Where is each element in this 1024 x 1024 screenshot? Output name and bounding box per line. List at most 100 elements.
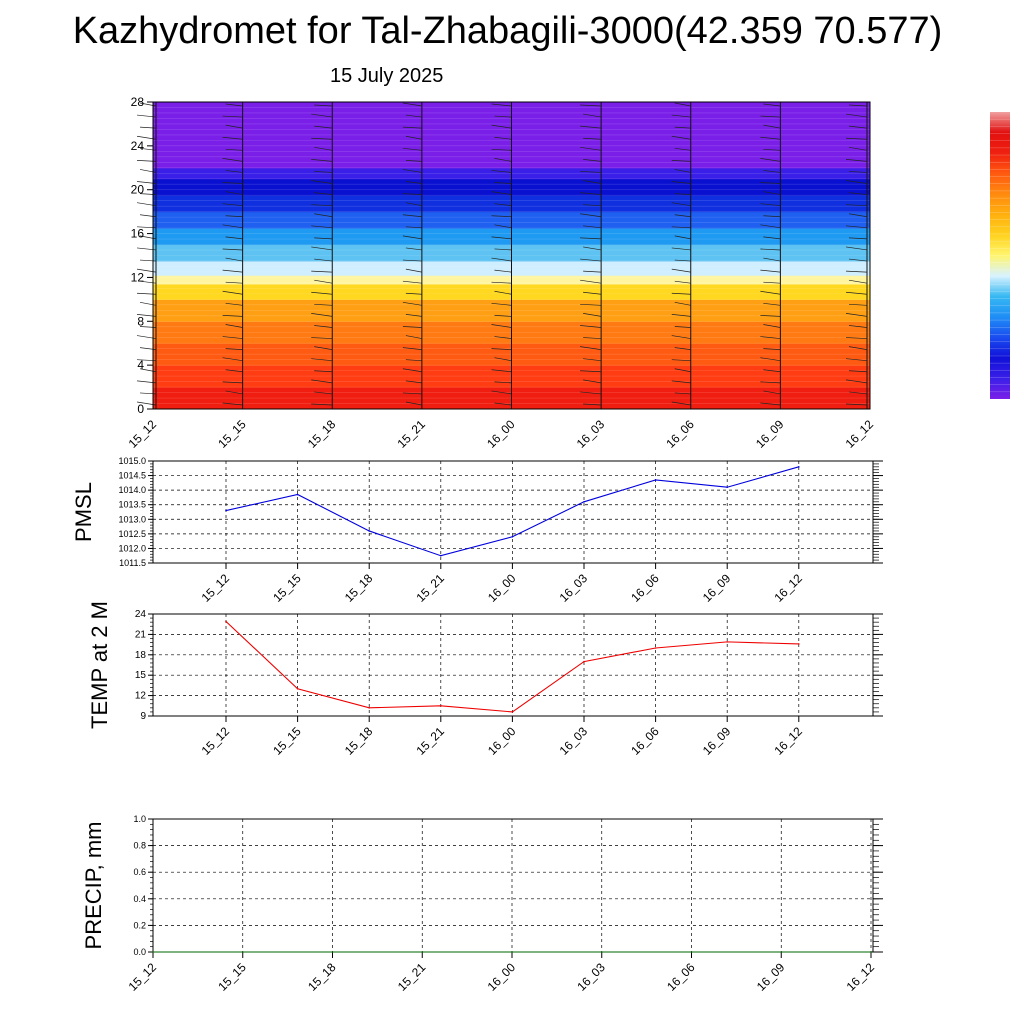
y-tick-label: 15 xyxy=(135,670,147,681)
wind-barb xyxy=(402,347,422,350)
wind-barb xyxy=(763,302,781,306)
temp-axis-label: TEMP at 2 M xyxy=(87,601,112,729)
wind-barb xyxy=(671,114,691,118)
x-tick-label: 16_09 xyxy=(700,724,734,758)
wind-barb xyxy=(494,115,512,118)
wind-barb xyxy=(225,191,243,195)
wind-barb xyxy=(763,191,781,195)
wind-barb xyxy=(225,236,243,240)
y-tick-label: 21 xyxy=(135,629,147,640)
wind-barb xyxy=(314,258,333,262)
x-tick-label: 15_12 xyxy=(199,571,233,605)
y-tick-label: 0.8 xyxy=(133,841,146,851)
wind-barb xyxy=(225,390,243,395)
wind-barb xyxy=(671,359,691,362)
x-tick-label: 16_12 xyxy=(771,724,805,758)
y-tick-label: 0 xyxy=(137,402,144,416)
x-tick-label: 15_18 xyxy=(305,417,339,451)
wind-barb xyxy=(671,202,691,207)
pmsl-data-point xyxy=(654,479,657,481)
wind-barb xyxy=(848,146,868,151)
wind-barb xyxy=(674,193,691,195)
y-tick-label: 1014.0 xyxy=(118,485,146,495)
wind-barb xyxy=(494,402,512,406)
y-tick-label: 4 xyxy=(137,358,144,372)
wind-barb xyxy=(225,281,243,284)
wind-barb xyxy=(671,335,691,339)
y-tick-label: 0.4 xyxy=(133,894,146,904)
y-tick-label: 0.2 xyxy=(133,920,146,930)
wind-barb xyxy=(760,315,781,317)
wind-barb xyxy=(671,247,691,251)
wind-barb xyxy=(674,326,691,328)
y-tick-label: 1015.0 xyxy=(118,456,146,466)
wind-barb xyxy=(580,325,602,328)
wind-barb xyxy=(760,269,781,273)
wind-barb xyxy=(494,290,512,295)
wind-barb xyxy=(671,160,691,162)
wind-barb xyxy=(222,269,243,273)
wind-barb xyxy=(494,203,512,207)
pmsl-axis-label: PMSL xyxy=(71,482,96,542)
wind-barb xyxy=(845,225,868,229)
wind-barb xyxy=(311,270,333,273)
wind-barb xyxy=(671,380,691,384)
wind-barb xyxy=(405,380,422,384)
temp-data-point xyxy=(296,688,299,690)
wind-barb xyxy=(494,315,512,317)
x-tick-label: 15_15 xyxy=(215,417,249,451)
wind-barb xyxy=(671,135,691,140)
x-tick-label: 16_06 xyxy=(663,417,697,451)
pmsl-data-point xyxy=(798,466,800,468)
pmsl-data-point xyxy=(511,535,514,538)
wind-barb xyxy=(845,313,868,317)
wind-barb xyxy=(845,337,868,339)
wind-barb xyxy=(760,402,781,406)
wind-barb xyxy=(583,379,602,384)
wind-barb xyxy=(580,171,602,173)
wind-barb xyxy=(494,182,512,184)
wind-barb xyxy=(845,379,868,384)
wind-barb xyxy=(402,235,422,240)
wind-barb xyxy=(402,193,422,195)
wind-barb xyxy=(760,182,781,184)
wind-barb xyxy=(848,370,868,373)
wind-barb xyxy=(848,213,868,218)
wind-barb xyxy=(405,226,422,229)
pmsl-data-point xyxy=(368,530,371,532)
precip-data-point xyxy=(600,951,603,953)
wind-barb xyxy=(848,104,868,107)
wind-barb xyxy=(405,335,422,339)
precip-data-point xyxy=(780,951,783,953)
wind-barb xyxy=(494,224,512,229)
wind-barb xyxy=(583,270,602,273)
wind-barb xyxy=(848,325,868,328)
pmsl-data-point xyxy=(440,554,442,557)
wind-barb xyxy=(405,401,422,406)
precip-data-point xyxy=(152,951,154,953)
wind-barb xyxy=(671,226,691,229)
x-tick-label: 16_09 xyxy=(700,571,734,605)
x-tick-label: 15_15 xyxy=(215,960,249,994)
wind-barb xyxy=(311,204,333,207)
wind-barb xyxy=(583,337,602,339)
x-tick-label: 16_03 xyxy=(574,960,608,994)
wind-barb xyxy=(314,171,333,173)
wind-barb xyxy=(763,257,781,262)
wind-barb xyxy=(674,392,691,395)
wind-barb xyxy=(314,125,333,129)
wind-barb xyxy=(845,137,868,140)
wind-barb xyxy=(491,348,512,350)
wind-barb xyxy=(222,402,243,406)
wind-barb xyxy=(225,148,243,151)
x-tick-label: 15_15 xyxy=(270,724,304,758)
wind-barb xyxy=(314,370,333,373)
temp-data-point xyxy=(225,620,227,623)
wind-barb xyxy=(311,313,333,317)
wind-barb xyxy=(405,359,422,362)
wind-barb xyxy=(845,204,868,207)
wind-barb xyxy=(674,368,691,373)
wind-barb xyxy=(225,257,243,262)
wind-barb xyxy=(580,125,602,129)
